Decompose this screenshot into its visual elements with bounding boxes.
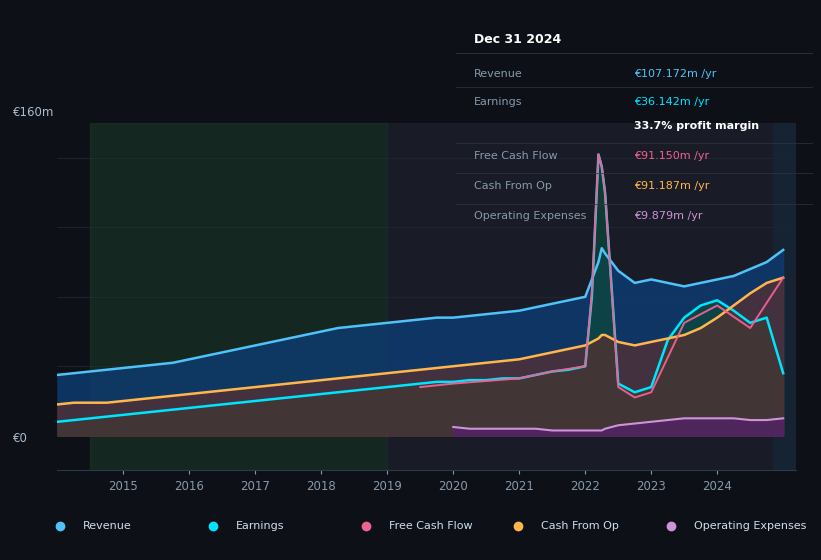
Text: Revenue: Revenue (474, 69, 522, 79)
Text: €107.172m /yr: €107.172m /yr (635, 69, 717, 79)
Text: Cash From Op: Cash From Op (474, 181, 552, 192)
Text: Dec 31 2024: Dec 31 2024 (474, 33, 561, 46)
Text: Operating Expenses: Operating Expenses (694, 521, 806, 531)
Text: €91.187m /yr: €91.187m /yr (635, 181, 709, 192)
Text: Earnings: Earnings (474, 97, 522, 107)
Bar (90, 123, 388, 470)
Text: 33.7% profit margin: 33.7% profit margin (635, 121, 759, 131)
Text: €9.879m /yr: €9.879m /yr (635, 212, 703, 221)
Text: €160m: €160m (13, 106, 54, 119)
Text: Earnings: Earnings (236, 521, 284, 531)
Text: Free Cash Flow: Free Cash Flow (388, 521, 472, 531)
Text: Free Cash Flow: Free Cash Flow (474, 151, 557, 161)
Text: €0: €0 (13, 432, 28, 445)
Bar (388, 123, 796, 470)
Text: Operating Expenses: Operating Expenses (474, 212, 586, 221)
Text: Cash From Op: Cash From Op (541, 521, 619, 531)
Text: €36.142m /yr: €36.142m /yr (635, 97, 709, 107)
Text: Revenue: Revenue (83, 521, 132, 531)
Bar (773, 123, 796, 470)
Text: €91.150m /yr: €91.150m /yr (635, 151, 709, 161)
